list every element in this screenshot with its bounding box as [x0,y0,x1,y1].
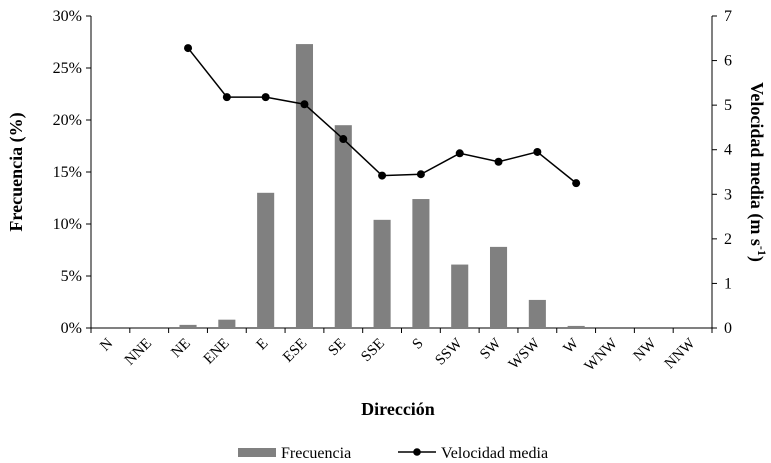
x-axis-ticks: N NNE NE ENE E ESE SE SSE S SSW SW WSW W WNW NW NNW [90,328,713,375]
frecuencia-bars [179,44,585,329]
velocidad-line [187,47,577,184]
velocidad-line-series [184,44,581,188]
category-label: SSE [358,336,388,366]
legend: Frecuencia Velocidad media [238,445,548,462]
left-axis-title: Frecuencia (%) [6,112,27,231]
right-axis-title-main: Velocidad media (m s [746,82,767,246]
bar [489,246,508,328]
bar [218,319,236,328]
right-tick-label: 0 [724,320,732,337]
category-label: SSW [432,335,466,369]
category-label: SE [325,336,349,360]
line-point [261,93,270,102]
left-tick-label: 0% [61,320,82,337]
line-point [416,170,425,179]
bar [295,44,314,329]
bar [567,325,585,328]
left-tick-label: 20% [53,112,82,129]
right-axis-title: Velocidad media (m s-1) [746,82,769,262]
right-tick-label: 3 [724,186,732,203]
category-label: WNW [582,335,622,375]
right-tick-label: 2 [724,231,732,248]
right-axis-title-close: ) [746,256,767,262]
legend-line-label: Velocidad media [441,445,548,462]
left-tick-label: 15% [53,164,82,181]
bar [179,324,197,328]
right-tick-label: 1 [724,275,732,292]
category-label: NW [631,335,661,365]
line-point [455,149,464,158]
line-point [300,100,309,109]
right-tick-label: 5 [724,97,732,114]
right-tick-label: 6 [724,53,732,70]
left-tick-label: 25% [53,60,82,77]
line-point [222,93,231,102]
category-label: E [254,336,272,354]
legend-bar-swatch [238,448,276,457]
bar [451,264,469,328]
line-point [378,171,387,180]
right-axis-ticks: 0 1 2 3 4 5 6 7 [712,8,732,337]
left-axis-ticks: 0% 5% 10% 15% 20% 25% 30% [53,8,91,337]
legend-line-marker [413,448,421,456]
left-tick-label: 30% [53,8,82,25]
bar [412,199,430,328]
right-tick-label: 7 [724,8,732,25]
line-point [184,44,193,53]
line-point [494,157,503,166]
bar [528,299,546,328]
category-label: ESE [280,336,310,366]
category-label: SW [477,335,505,363]
line-point [339,135,348,144]
category-label: ENE [201,336,233,368]
bar [334,125,352,328]
category-label: N [97,335,116,354]
line-point [572,179,581,188]
category-label: NE [168,336,193,361]
category-label: W [561,335,583,357]
bar [257,192,275,328]
legend-bar-label: Frecuencia [281,445,351,462]
category-label: NNE [122,336,155,369]
left-tick-label: 5% [61,268,82,285]
x-axis-title: Dirección [361,399,435,419]
right-axis-title-sup: -1 [755,246,769,256]
category-label: S [410,336,427,353]
category-label: NNW [662,335,699,372]
left-tick-label: 10% [53,216,82,233]
bar [373,219,391,328]
line-point [533,147,542,156]
right-tick-label: 4 [724,142,732,159]
category-label: WSW [506,335,544,373]
